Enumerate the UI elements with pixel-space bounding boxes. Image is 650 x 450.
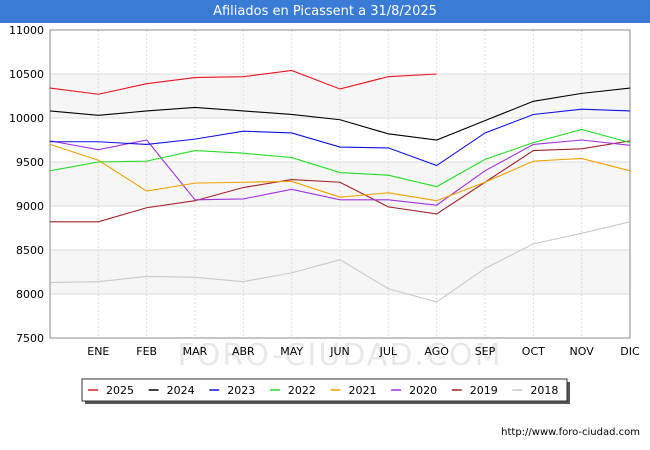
source-url[interactable]: http://www.foro-ciudad.com (501, 427, 640, 438)
legend-label-2018: 2018 (530, 384, 558, 397)
y-axis: 7500 8000 8500 9000 9500 10000 10500 11000 (9, 24, 44, 345)
y-tick-label: 10500 (9, 68, 44, 81)
legend-label-2025: 2025 (106, 384, 134, 397)
y-tick-label: 9000 (16, 200, 44, 213)
y-tick-label: 8500 (16, 244, 44, 257)
x-tick-label: JUN (329, 345, 350, 358)
series-line-2024 (49, 87, 631, 141)
series-line-2022 (49, 128, 631, 188)
x-tick-label: ABR (232, 345, 255, 358)
x-tick-label: JUL (379, 345, 398, 358)
legend: 2025 2024 2023 2022 2021 2020 2019 2018 (81, 378, 570, 404)
series-line-2018 (49, 221, 631, 303)
x-tick-label: OCT (522, 345, 545, 358)
y-tick-label: 8000 (16, 288, 44, 301)
plot-border (49, 29, 631, 339)
legend-label-2019: 2019 (470, 384, 498, 397)
y-tick-label: 9500 (16, 156, 44, 169)
grid (49, 29, 631, 339)
x-axis: ENE FEB MAR ABR MAY JUN JUL AGO SEP OCT NOV DIC (87, 345, 640, 358)
x-tick-label: NOV (570, 345, 595, 358)
x-tick-label: MAR (183, 345, 208, 358)
legend-label-2023: 2023 (227, 384, 255, 397)
chart-title: Afiliados en Picassent a 31/8/2025 (0, 0, 650, 23)
legend-label-2022: 2022 (288, 384, 316, 397)
legend-label-2020: 2020 (409, 384, 437, 397)
x-tick-label: MAY (280, 345, 303, 358)
legend-label-2021: 2021 (349, 384, 377, 397)
series-line-2021 (49, 143, 631, 202)
x-tick-label: AGO (424, 345, 449, 358)
series-line-2019 (50, 140, 631, 223)
y-tick-label: 10000 (9, 112, 44, 125)
series-line-2023 (50, 108, 631, 167)
x-tick-label: FEB (136, 345, 157, 358)
watermark: FORO-CIUDAD.COM (178, 338, 503, 373)
legend-label-2024: 2024 (167, 384, 195, 397)
y-tick-label: 7500 (16, 332, 44, 345)
legend-box (81, 378, 568, 402)
series-lines (49, 69, 631, 303)
y-tick-label: 11000 (9, 24, 44, 37)
x-tick-label: DIC (620, 345, 640, 358)
series-line-2025 (49, 69, 437, 95)
x-tick-label: SEP (475, 345, 496, 358)
x-tick-label: ENE (87, 345, 109, 358)
series-line-2020 (49, 139, 631, 206)
